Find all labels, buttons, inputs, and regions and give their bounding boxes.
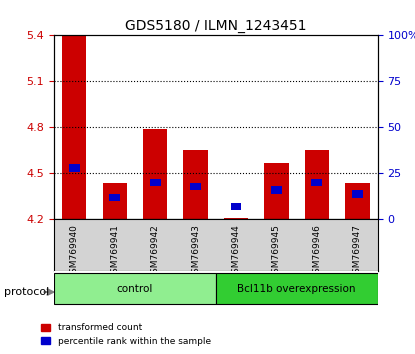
FancyBboxPatch shape	[54, 273, 216, 304]
Bar	[312, 179, 322, 187]
Text: GSM769944: GSM769944	[232, 225, 241, 279]
Bar	[231, 203, 242, 210]
Text: GSM769945: GSM769945	[272, 225, 281, 280]
Bar	[103, 183, 127, 219]
Text: GSM769941: GSM769941	[110, 225, 119, 280]
Bar	[352, 190, 363, 198]
Bar	[345, 183, 370, 219]
Text: GSM769943: GSM769943	[191, 225, 200, 280]
Text: control: control	[117, 284, 153, 293]
Bar	[190, 183, 201, 190]
Bar	[150, 179, 161, 187]
Bar	[143, 129, 167, 219]
Text: GSM769942: GSM769942	[151, 225, 160, 279]
Text: GSM769940: GSM769940	[70, 225, 79, 280]
Bar	[271, 186, 282, 194]
Legend: transformed count, percentile rank within the sample: transformed count, percentile rank withi…	[38, 320, 214, 349]
Bar	[224, 218, 248, 219]
Bar	[305, 150, 329, 219]
Text: Bcl11b overexpression: Bcl11b overexpression	[237, 284, 356, 293]
Bar	[62, 35, 86, 219]
Bar	[183, 150, 208, 219]
Text: GSM769947: GSM769947	[353, 225, 362, 280]
Title: GDS5180 / ILMN_1243451: GDS5180 / ILMN_1243451	[125, 19, 307, 33]
Bar	[109, 194, 120, 201]
Bar	[264, 163, 289, 219]
FancyBboxPatch shape	[216, 273, 378, 304]
Text: GSM769946: GSM769946	[312, 225, 322, 280]
Text: protocol: protocol	[4, 287, 49, 297]
Bar	[69, 164, 80, 172]
